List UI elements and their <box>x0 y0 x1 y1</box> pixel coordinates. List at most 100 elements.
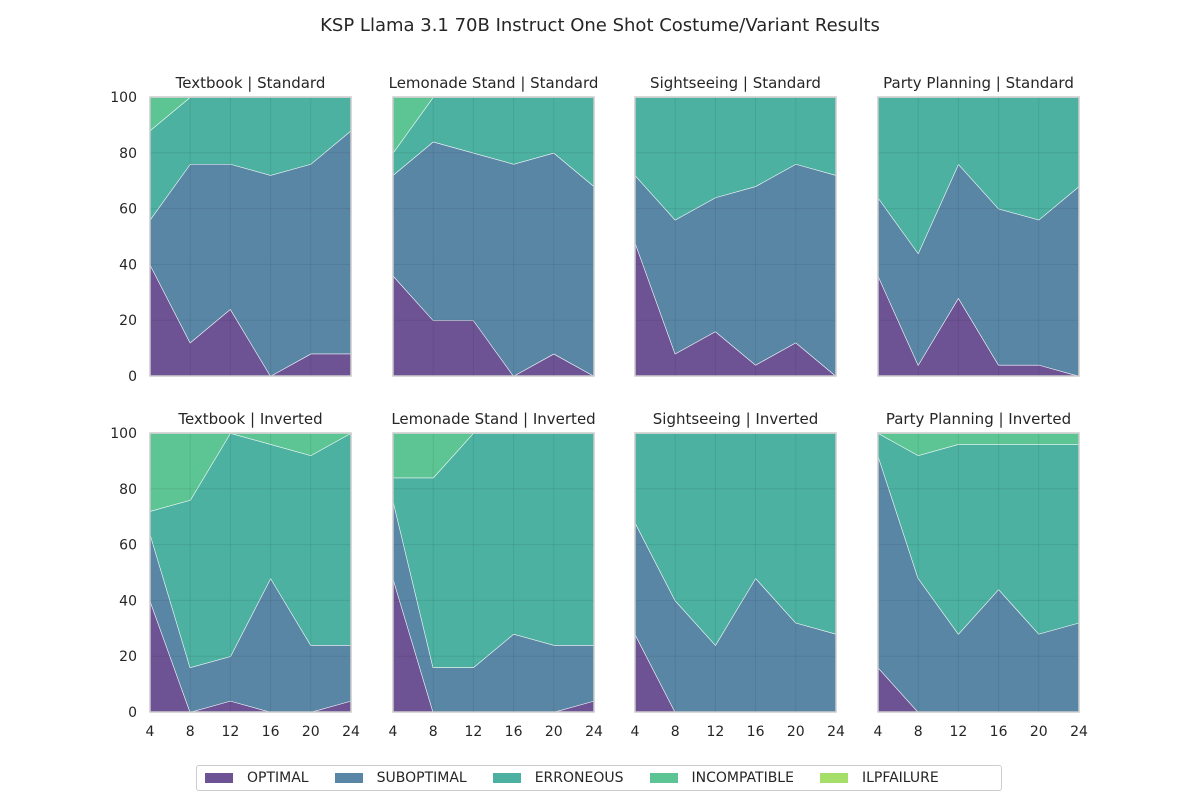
y-tick-label: 100 <box>110 426 137 442</box>
area-suboptimal <box>150 130 351 376</box>
y-tick-label: 100 <box>110 90 137 106</box>
area-incompatible <box>393 433 594 478</box>
x-tick-label: 4 <box>631 724 640 740</box>
legend-item-incompatible: INCOMPATIBLE <box>649 770 794 786</box>
area-optimal <box>635 242 836 376</box>
panel-title: Lemonade Stand | Standard <box>389 74 599 92</box>
x-tick-label: 16 <box>747 724 765 740</box>
x-tick-label: 8 <box>186 724 195 740</box>
area-incompatible <box>150 433 351 512</box>
panel-frame <box>149 432 352 713</box>
boundary-optimal <box>634 241 837 377</box>
area-optimal <box>635 633 836 712</box>
panel-2: Sightseeing | Standard <box>634 74 837 377</box>
y-tick-label: 0 <box>128 705 137 721</box>
panel-frame <box>392 96 595 377</box>
panel-grid: Textbook | Standard020406080100Lemonade … <box>110 74 1088 740</box>
legend-swatch <box>492 773 521 783</box>
x-tick-label: 12 <box>949 724 967 740</box>
panel-frame <box>392 432 595 713</box>
x-tick-label: 24 <box>827 724 845 740</box>
panel-frame <box>877 96 1080 377</box>
area-erroneous <box>393 97 594 187</box>
area-erroneous <box>878 433 1079 634</box>
y-tick-label: 80 <box>119 146 137 162</box>
legend-label: OPTIMAL <box>247 770 309 786</box>
area-optimal <box>878 275 1079 376</box>
area-erroneous <box>150 97 351 220</box>
legend-item-optimal: OPTIMAL <box>205 770 309 786</box>
x-tick-label: 16 <box>262 724 280 740</box>
y-tick-label: 20 <box>119 649 137 665</box>
figure-title: KSP Llama 3.1 70B Instruct One Shot Cost… <box>320 15 880 36</box>
y-tick-label: 40 <box>119 593 137 609</box>
panel-6: Sightseeing | Inverted 4 8 12 16 20 24 <box>631 410 845 740</box>
panel-1: Lemonade Stand | Standard <box>389 74 599 377</box>
x-tick-label: 20 <box>302 724 320 740</box>
area-erroneous <box>878 97 1079 254</box>
x-tick-label: 4 <box>146 724 155 740</box>
y-tick-label: 60 <box>119 202 137 218</box>
panel-7: Party Planning | Inverted 4 8 12 16 20 24 <box>874 410 1088 740</box>
y-tick-label: 80 <box>119 482 137 498</box>
panel-title: Sightseeing | Inverted <box>653 410 819 428</box>
panel-3: Party Planning | Standard <box>877 74 1080 377</box>
x-tick-label: 12 <box>706 724 724 740</box>
legend-item-erroneous: ERRONEOUS <box>492 770 624 786</box>
panel-5: Lemonade Stand | Inverted 4 8 12 16 20 24 <box>389 410 603 740</box>
y-tick-label: 40 <box>119 257 137 273</box>
area-suboptimal <box>393 141 594 376</box>
legend-item-suboptimal: SUBOPTIMAL <box>334 770 467 786</box>
x-tick-label: 20 <box>1030 724 1048 740</box>
panel-0: Textbook | Standard 0 20 40 60 80 100 <box>110 74 352 385</box>
panel-4: Textbook | Inverted 0 20 40 60 80 100 4 8 12 16 20 2… <box>110 410 360 740</box>
legend-label: ERRONEOUS <box>534 770 624 786</box>
area-incompatible <box>878 433 1079 456</box>
area-incompatible <box>150 97 351 131</box>
panel-title: Textbook | Inverted <box>177 410 322 428</box>
area-erroneous <box>635 97 836 220</box>
legend-item-ilpfailure: ILPFAILURE <box>819 770 939 786</box>
area-suboptimal <box>635 163 836 376</box>
area-suboptimal <box>878 455 1079 712</box>
panel-title: Party Planning | Inverted <box>886 410 1071 428</box>
area-incompatible <box>393 97 594 153</box>
y-tick-label: 20 <box>119 313 137 329</box>
x-tick-label: 16 <box>990 724 1008 740</box>
area-optimal <box>878 667 1079 712</box>
x-tick-label: 8 <box>914 724 923 740</box>
area-erroneous <box>635 433 836 646</box>
legend-swatch <box>205 773 233 783</box>
panel-title: Lemonade Stand | Inverted <box>391 410 595 428</box>
x-tick-label: 4 <box>389 724 398 740</box>
x-tick-label: 24 <box>585 724 603 740</box>
area-optimal <box>393 578 594 712</box>
area-suboptimal <box>635 522 836 712</box>
area-suboptimal <box>393 499 594 712</box>
panel-frame <box>634 432 837 713</box>
panel-frame <box>877 432 1080 713</box>
legend-swatch <box>334 773 363 783</box>
legend-swatch <box>819 773 848 783</box>
legend: OPTIMAL SUBOPTIMAL ERRONEOUS INCOMPATIBLE IL… <box>196 765 1002 791</box>
x-tick-label: 24 <box>342 724 360 740</box>
x-tick-label: 12 <box>464 724 482 740</box>
panel-frame <box>149 96 352 377</box>
x-tick-label: 12 <box>221 724 239 740</box>
panel-frame <box>634 96 837 377</box>
legend-label: SUBOPTIMAL <box>376 770 467 786</box>
legend-label: INCOMPATIBLE <box>691 770 794 786</box>
x-tick-label: 20 <box>545 724 563 740</box>
legend-label: ILPFAILURE <box>861 770 939 786</box>
area-optimal <box>150 600 351 712</box>
x-tick-label: 8 <box>671 724 680 740</box>
x-tick-label: 20 <box>787 724 805 740</box>
x-tick-label: 16 <box>505 724 523 740</box>
y-tick-label: 60 <box>119 538 137 554</box>
area-optimal <box>150 264 351 376</box>
x-tick-label: 24 <box>1070 724 1088 740</box>
panel-title: Textbook | Standard <box>175 74 326 92</box>
panel-title: Party Planning | Standard <box>883 74 1074 92</box>
y-tick-label: 0 <box>128 369 137 385</box>
